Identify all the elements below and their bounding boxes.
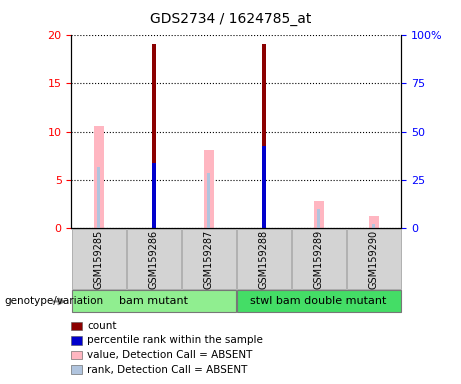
Text: GSM159288: GSM159288 [259, 230, 269, 289]
Bar [97, 167, 100, 228]
Bar [314, 201, 324, 228]
Bar [94, 126, 104, 228]
Bar [317, 209, 320, 228]
Text: bam mutant: bam mutant [119, 296, 189, 306]
Bar [369, 216, 378, 228]
Bar [207, 173, 210, 228]
Bar [261, 146, 266, 228]
Text: GDS2734 / 1624785_at: GDS2734 / 1624785_at [150, 12, 311, 25]
Bar [152, 44, 156, 228]
Text: stwl bam double mutant: stwl bam double mutant [250, 296, 387, 306]
Bar [261, 44, 266, 228]
Bar [152, 162, 156, 228]
Text: GSM159290: GSM159290 [369, 230, 378, 289]
Bar [372, 223, 375, 228]
Text: GSM159287: GSM159287 [204, 230, 214, 289]
Text: percentile rank within the sample: percentile rank within the sample [87, 336, 263, 346]
Text: GSM159289: GSM159289 [313, 230, 324, 289]
Text: genotype/variation: genotype/variation [5, 296, 104, 306]
Text: GSM159285: GSM159285 [94, 230, 104, 289]
Bar [204, 150, 214, 228]
Text: value, Detection Call = ABSENT: value, Detection Call = ABSENT [87, 350, 253, 360]
Text: rank, Detection Call = ABSENT: rank, Detection Call = ABSENT [87, 365, 248, 375]
Text: GSM159286: GSM159286 [149, 230, 159, 289]
Text: count: count [87, 321, 117, 331]
